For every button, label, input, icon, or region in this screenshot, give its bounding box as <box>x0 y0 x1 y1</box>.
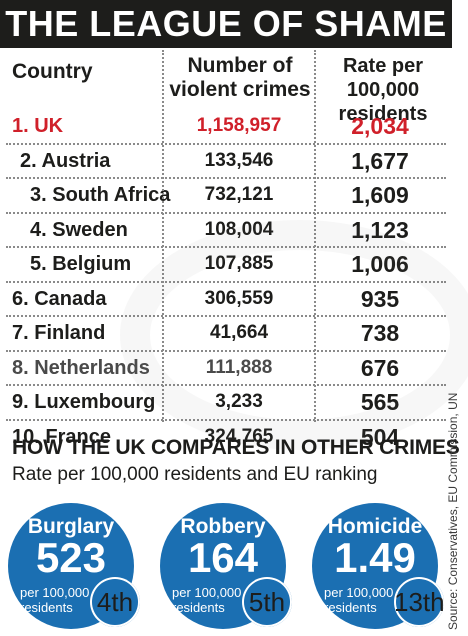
table-row: 9. Luxembourg 3,233 565 <box>6 384 446 419</box>
table-row: 3. South Africa 732,121 1,609 <box>6 177 446 212</box>
cell-violent-crimes: 111,888 <box>205 356 273 378</box>
table-row: 5. Belgium 107,885 1,006 <box>6 246 446 281</box>
compare-subheading: Rate per 100,000 residents and EU rankin… <box>12 464 378 485</box>
column-header-crimes: Number of violent crimes <box>164 54 316 102</box>
rank-badge: 4th <box>90 577 140 627</box>
stat-unit: per 100,000 residents <box>324 585 394 615</box>
table-row: 7. Finland 41,664 738 <box>6 315 446 350</box>
table-row: 6. Canada 306,559 935 <box>6 280 446 316</box>
cell-country: 2. Austria <box>20 149 111 172</box>
column-header-crimes-line2: violent crimes <box>169 78 311 101</box>
table-row: 1. UK 1,158,957 2,034 <box>6 110 446 143</box>
column-header-country: Country <box>12 60 93 83</box>
stat-unit-line2: residents <box>172 600 225 615</box>
stat-name: Robbery <box>180 515 266 538</box>
cell-rate: 738 <box>360 320 400 346</box>
table-row: 8. Netherlands 111,888 676 <box>6 349 446 385</box>
cell-country: 5. Belgium <box>30 253 132 275</box>
cell-violent-crimes: 3,233 <box>215 391 263 412</box>
cell-country: 6. Canada <box>12 287 107 310</box>
cell-rate: 565 <box>360 389 400 415</box>
cell-rate: 504 <box>360 423 400 450</box>
cell-country: 8. Netherlands <box>12 356 150 379</box>
cell-rate: 676 <box>360 354 400 381</box>
stat-name: Burglary <box>27 515 115 538</box>
cell-violent-crimes: 41,664 <box>209 322 269 343</box>
cell-rate: 1,609 <box>351 182 409 208</box>
page-title: THE LEAGUE OF SHAME <box>0 0 452 48</box>
cell-country: 4. Sweden <box>30 218 128 241</box>
table-row: 2. Austria 133,546 1,677 <box>6 142 446 178</box>
table-header: Country Number of violent crimes Rate pe… <box>6 50 446 125</box>
cell-violent-crimes: 324,765 <box>204 425 274 447</box>
cell-violent-crimes: 107,885 <box>204 253 274 274</box>
cell-country: 3. South Africa <box>30 184 171 206</box>
cell-violent-crimes: 108,004 <box>204 218 274 240</box>
stat-name: Homicide <box>327 515 423 538</box>
stat-unit-line1: per 100,000 <box>324 585 394 600</box>
stat-unit-line1: per 100,000 <box>172 585 242 600</box>
cell-violent-crimes: 1,158,957 <box>196 115 282 136</box>
stat-value: 523 <box>35 534 107 581</box>
column-divider <box>162 50 164 422</box>
cell-rate: 2,034 <box>351 113 409 139</box>
column-header-rate-line1: Rate per 100,000 <box>342 55 424 101</box>
stat-unit: per 100,000 residents <box>20 585 90 615</box>
source-note: Source: Conservatives, EU Commission, UN <box>446 392 460 630</box>
table-row: 10. France 324,765 504 <box>6 418 446 454</box>
table-row: 4. Sweden 108,004 1,123 <box>6 211 446 247</box>
stat-unit-line2: residents <box>324 600 377 615</box>
league-table: Country Number of violent crimes Rate pe… <box>6 50 446 453</box>
cell-rate: 1,123 <box>351 216 409 243</box>
column-header-rate: Rate per 100,000 residents <box>318 54 448 126</box>
stat-value: 164 <box>187 534 259 581</box>
cell-rate: 1,677 <box>351 147 409 174</box>
stat-unit-line2: residents <box>20 600 73 615</box>
cell-violent-crimes: 732,121 <box>204 184 274 205</box>
stat-unit-line1: per 100,000 <box>20 585 90 600</box>
cell-rate: 935 <box>360 285 400 312</box>
cell-violent-crimes: 306,559 <box>204 287 274 309</box>
cell-country: 1. UK <box>12 115 64 137</box>
rank-badge: 5th <box>242 577 292 627</box>
table-body: 1. UK 1,158,957 2,034 2. Austria 133,546 1,67… <box>6 110 446 453</box>
column-divider <box>314 50 316 422</box>
column-header-crimes-line1: Number of <box>187 54 293 77</box>
rank-badge: 13th <box>394 577 445 627</box>
column-header-rate-line2: residents <box>338 103 428 125</box>
cell-country: 9. Luxembourg <box>12 391 156 413</box>
cell-country: 7. Finland <box>12 322 106 344</box>
stat-unit: per 100,000 residents <box>172 585 242 615</box>
cell-rate: 1,006 <box>351 251 409 277</box>
stat-value: 1.49 <box>334 534 416 581</box>
cell-country: 10. France <box>12 425 111 448</box>
compare-heading: HOW THE UK COMPARES IN OTHER CRIMES <box>12 436 460 459</box>
cell-violent-crimes: 133,546 <box>204 149 274 171</box>
